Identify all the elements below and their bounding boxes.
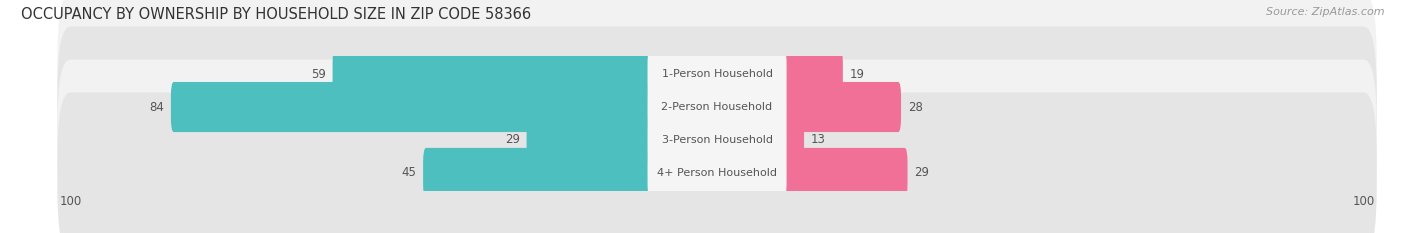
- Text: 1-Person Household: 1-Person Household: [662, 69, 772, 79]
- Text: 59: 59: [311, 68, 326, 81]
- FancyBboxPatch shape: [648, 107, 786, 173]
- FancyBboxPatch shape: [333, 49, 720, 99]
- Text: 3-Person Household: 3-Person Household: [662, 135, 772, 145]
- FancyBboxPatch shape: [423, 148, 720, 198]
- FancyBboxPatch shape: [714, 82, 901, 132]
- Text: 19: 19: [849, 68, 865, 81]
- FancyBboxPatch shape: [714, 49, 842, 99]
- FancyBboxPatch shape: [58, 0, 1376, 154]
- Text: 13: 13: [811, 134, 825, 147]
- FancyBboxPatch shape: [58, 27, 1376, 187]
- FancyBboxPatch shape: [714, 148, 907, 198]
- Text: 45: 45: [402, 166, 416, 179]
- Text: 29: 29: [914, 166, 929, 179]
- FancyBboxPatch shape: [648, 140, 786, 206]
- Text: 2-Person Household: 2-Person Household: [661, 102, 773, 112]
- FancyBboxPatch shape: [172, 82, 720, 132]
- FancyBboxPatch shape: [58, 93, 1376, 233]
- Text: 29: 29: [505, 134, 520, 147]
- Text: 28: 28: [908, 100, 922, 113]
- FancyBboxPatch shape: [58, 60, 1376, 220]
- Text: 4+ Person Household: 4+ Person Household: [657, 168, 778, 178]
- Text: OCCUPANCY BY OWNERSHIP BY HOUSEHOLD SIZE IN ZIP CODE 58366: OCCUPANCY BY OWNERSHIP BY HOUSEHOLD SIZE…: [21, 7, 531, 22]
- Text: 84: 84: [149, 100, 165, 113]
- FancyBboxPatch shape: [527, 115, 720, 165]
- FancyBboxPatch shape: [714, 115, 804, 165]
- FancyBboxPatch shape: [648, 41, 786, 107]
- FancyBboxPatch shape: [648, 74, 786, 140]
- Text: Source: ZipAtlas.com: Source: ZipAtlas.com: [1267, 7, 1385, 17]
